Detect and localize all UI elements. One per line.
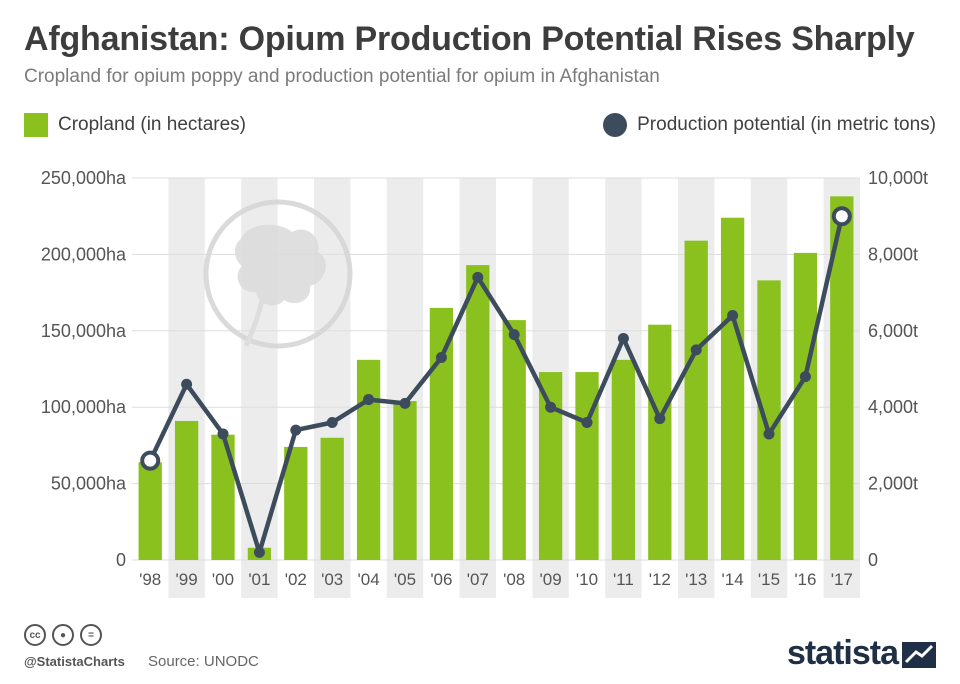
- y-right-tick-label: 8,000t: [868, 244, 918, 264]
- x-tick-label: '09: [540, 570, 562, 589]
- x-tick-label: '02: [285, 570, 307, 589]
- production-point: [472, 271, 484, 283]
- legend-swatch-line: [603, 113, 628, 137]
- y-left-tick-label: 100,000ha: [41, 397, 127, 417]
- license-icons: cc ● =: [24, 624, 102, 646]
- bar-cropland: [648, 324, 672, 560]
- bar-cropland: [138, 462, 162, 560]
- production-point: [508, 329, 520, 341]
- y-axis-left: 0 50,000ha 100,000ha 150,000ha 200,000ha 250,…: [41, 168, 127, 570]
- legend-swatch-bars: [24, 113, 48, 137]
- production-point: [727, 310, 739, 322]
- production-point: [253, 546, 265, 558]
- y-axis-right: 0 2,000t 4,000t 6,000t 8,000t 10,000t: [868, 168, 928, 570]
- production-point: [363, 394, 375, 406]
- bar-cropland: [684, 240, 708, 560]
- bar-cropland: [393, 401, 417, 560]
- source-note: Source: UNODC: [148, 653, 259, 670]
- production-point: [399, 397, 411, 409]
- bar-cropland: [174, 420, 199, 560]
- bar-cropland: [429, 307, 454, 560]
- production-point: [617, 332, 629, 344]
- legend-item-cropland: Cropland (in hectares): [24, 112, 246, 138]
- x-tick-label: '12: [649, 570, 671, 589]
- production-point: [140, 450, 161, 471]
- y-left-tick-label: 50,000ha: [51, 474, 127, 494]
- x-tick-label: '06: [430, 570, 452, 589]
- bar-cropland: [611, 359, 636, 560]
- production-point: [690, 344, 702, 356]
- x-tick-label: '11: [613, 570, 634, 589]
- production-point: [831, 206, 852, 227]
- x-tick-label: '08: [503, 570, 525, 589]
- production-point: [654, 413, 666, 425]
- production-point: [217, 428, 229, 440]
- bar-cropland: [466, 265, 490, 560]
- bar-cropland: [284, 446, 308, 560]
- x-tick-label: '01: [248, 570, 270, 589]
- y-right-tick-label: 0: [868, 550, 878, 570]
- bar-cropland: [830, 196, 854, 560]
- x-tick-label: '00: [212, 570, 234, 589]
- y-right-tick-label: 10,000t: [868, 168, 928, 188]
- legend-label-cropland: Cropland (in hectares): [58, 114, 246, 135]
- x-tick-label: '98: [139, 570, 161, 589]
- legend-label-production: Production potential (in metric tons): [637, 114, 936, 135]
- legend-item-production: Production potential (in metric tons): [603, 112, 936, 138]
- production-point: [326, 416, 338, 428]
- bar-cropland: [757, 280, 781, 560]
- x-tick-label: '04: [358, 570, 380, 589]
- x-tick-label: '17: [831, 570, 853, 589]
- y-left-tick-label: 250,000ha: [41, 168, 127, 188]
- y-left-tick-label: 200,000ha: [41, 244, 127, 264]
- x-tick-label: '14: [722, 570, 744, 589]
- production-point: [545, 401, 557, 413]
- chart-title: Afghanistan: Opium Production Potential …: [24, 20, 915, 58]
- x-tick-label: '03: [321, 570, 343, 589]
- cc-icon[interactable]: cc: [24, 624, 46, 646]
- x-tick-label: '13: [685, 570, 707, 589]
- y-right-tick-label: 2,000t: [868, 474, 918, 494]
- statista-logo[interactable]: statista: [787, 634, 936, 673]
- production-line: [148, 215, 844, 555]
- x-axis: '98 '99 '00 '01 '02 '03 '04 '05 '06 '07 '08 '09 '10 '…: [139, 570, 853, 589]
- line-series-production: [140, 206, 852, 558]
- production-point: [763, 428, 775, 440]
- x-tick-label: '05: [394, 570, 416, 589]
- poppy-icon: [203, 199, 353, 349]
- twitter-handle[interactable]: @StatistaCharts: [24, 654, 125, 669]
- y-left-tick-label: 0: [116, 550, 126, 570]
- bar-cropland: [502, 320, 526, 560]
- brand-name: statista: [786, 634, 899, 672]
- bar-cropland: [793, 252, 818, 560]
- production-point: [290, 424, 302, 436]
- bar-cropland: [538, 372, 563, 560]
- y-left-tick-label: 150,000ha: [41, 321, 127, 341]
- brand-mark-icon: [902, 641, 936, 668]
- y-right-tick-label: 4,000t: [868, 397, 918, 417]
- production-point: [581, 416, 593, 428]
- production-point: [181, 378, 193, 390]
- production-point: [799, 371, 811, 383]
- x-tick-label: '99: [176, 570, 198, 589]
- bar-cropland: [356, 359, 381, 560]
- bar-cropland: [320, 437, 344, 560]
- y-right-tick-label: 6,000t: [868, 321, 918, 341]
- chart-subtitle: Cropland for opium poppy and production …: [24, 66, 660, 87]
- x-tick-label: '10: [576, 570, 598, 589]
- x-tick-label: '16: [794, 570, 816, 589]
- production-point: [435, 352, 447, 364]
- by-icon[interactable]: ●: [52, 624, 74, 646]
- bar-cropland: [211, 434, 235, 560]
- bar-cropland: [720, 217, 745, 560]
- x-tick-label: '15: [758, 570, 780, 589]
- x-tick-label: '07: [467, 570, 489, 589]
- equals-icon[interactable]: =: [80, 624, 102, 646]
